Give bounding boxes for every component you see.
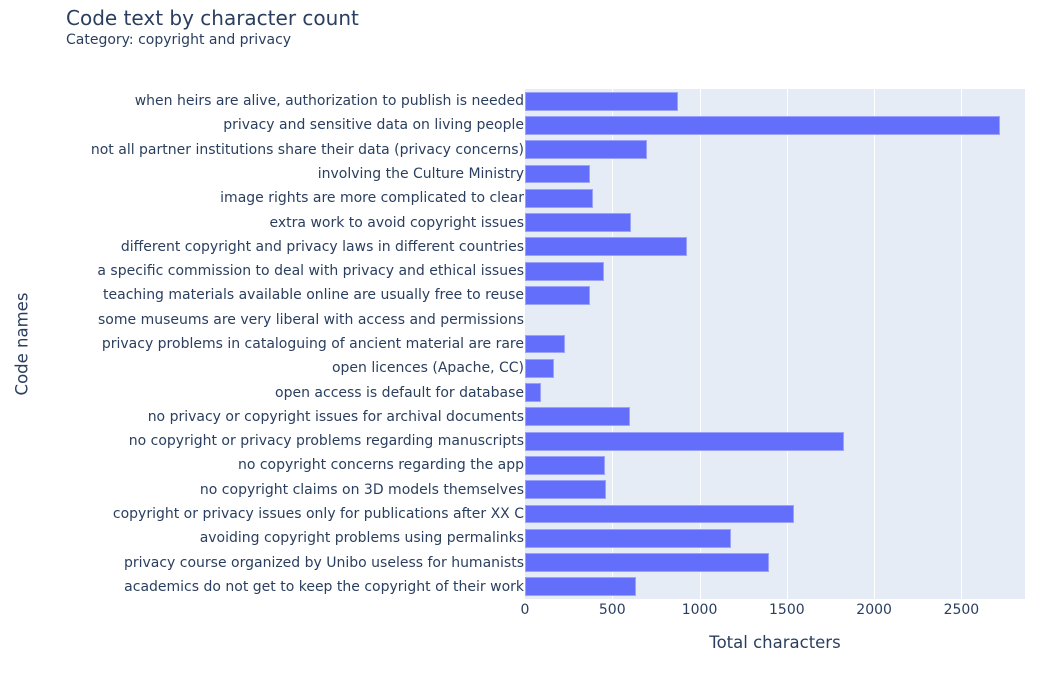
bar[interactable] bbox=[525, 358, 554, 378]
chart-title: Code text by character count bbox=[66, 6, 359, 30]
y-category-label: different copyright and privacy laws in … bbox=[120, 238, 524, 255]
gridline bbox=[612, 89, 614, 599]
y-axis-title: Code names bbox=[12, 292, 32, 396]
y-category-label: involving the Culture Ministry bbox=[317, 166, 524, 182]
y-category-label: when heirs are alive, authorization to p… bbox=[134, 93, 524, 110]
x-tick-label: 2500 bbox=[943, 602, 980, 618]
bar[interactable] bbox=[525, 188, 593, 208]
bar[interactable] bbox=[525, 455, 605, 475]
y-category-label: no copyright or privacy problems regardi… bbox=[128, 433, 524, 450]
gridline bbox=[874, 89, 876, 599]
bar[interactable] bbox=[525, 213, 631, 233]
y-category-label: teaching materials available online are … bbox=[103, 287, 524, 304]
y-category-label: copyright or privacy issues only for pub… bbox=[112, 506, 524, 522]
y-category-label: no copyright concerns regarding the app bbox=[237, 457, 524, 474]
gridline bbox=[699, 89, 701, 599]
y-category-label: privacy problems in cataloguing of ancie… bbox=[101, 336, 524, 352]
y-category-label: privacy and sensitive data on living peo… bbox=[223, 117, 524, 134]
x-tick-label: 1500 bbox=[769, 602, 805, 618]
bar[interactable] bbox=[525, 115, 1000, 135]
bar[interactable] bbox=[525, 480, 607, 500]
bar[interactable] bbox=[525, 164, 590, 184]
y-category-label: some museums are very liberal with acces… bbox=[98, 311, 524, 328]
y-category-label: open licences (Apache, CC) bbox=[331, 360, 524, 377]
x-tick-label: 2000 bbox=[856, 602, 892, 618]
y-category-label: no privacy or copyright issues for archi… bbox=[147, 408, 524, 425]
chart-subtitle: Category: copyright and privacy bbox=[66, 32, 292, 48]
gridline bbox=[786, 89, 788, 599]
y-category-label: privacy course organized by Unibo useles… bbox=[123, 554, 524, 571]
gridline bbox=[961, 89, 963, 599]
x-tick-label: 500 bbox=[598, 602, 626, 618]
bar[interactable] bbox=[525, 334, 565, 354]
bar[interactable] bbox=[525, 407, 631, 427]
bar[interactable] bbox=[525, 140, 648, 160]
bar[interactable] bbox=[525, 528, 731, 548]
y-category-label: image rights are more complicated to cle… bbox=[220, 190, 524, 207]
bar[interactable] bbox=[525, 285, 591, 305]
bar[interactable] bbox=[525, 91, 679, 111]
y-category-label: no copyright claims on 3D models themsel… bbox=[199, 481, 524, 498]
x-tick-label: 1000 bbox=[681, 602, 718, 618]
y-category-label: open access is default for database bbox=[275, 384, 524, 401]
plot-area bbox=[525, 89, 1025, 599]
bar[interactable] bbox=[525, 577, 637, 597]
y-category-label: not all partner institutions share their… bbox=[90, 141, 524, 158]
bar[interactable] bbox=[525, 261, 605, 281]
y-category-label: avoiding copyright problems using permal… bbox=[199, 530, 524, 547]
x-tick-label: 0 bbox=[520, 602, 530, 618]
bar[interactable] bbox=[525, 504, 794, 524]
y-category-label: extra work to avoid copyright issues bbox=[269, 214, 524, 231]
bar[interactable] bbox=[525, 237, 687, 257]
y-category-label: academics do not get to keep the copyrig… bbox=[124, 578, 524, 595]
bar[interactable] bbox=[525, 431, 845, 451]
x-axis-title: Total characters bbox=[709, 633, 841, 652]
y-category-label: a specific commission to deal with priva… bbox=[97, 263, 524, 280]
bar[interactable] bbox=[525, 383, 542, 403]
bar[interactable] bbox=[525, 553, 770, 573]
